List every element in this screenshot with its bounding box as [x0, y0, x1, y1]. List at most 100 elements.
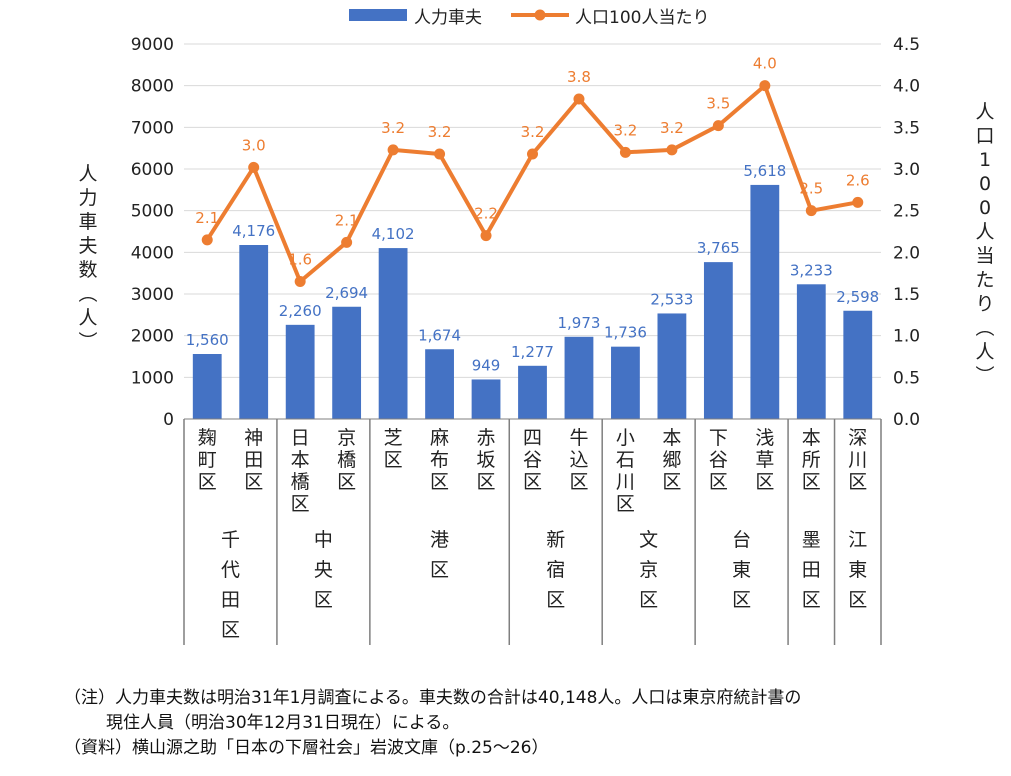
line-point [527, 148, 538, 160]
line-value-label: 1.6 [288, 251, 312, 269]
legend-bar-swatch [349, 9, 407, 21]
category-label: 神田区 [244, 427, 263, 493]
category-label: 赤坂区 [477, 427, 496, 493]
group-label: 新宿区 [546, 529, 565, 611]
bar [239, 245, 269, 419]
bar [425, 349, 454, 419]
group-label: 江東区 [848, 529, 867, 611]
line-value-label: 2.1 [195, 209, 219, 227]
category-label: 麹町区 [198, 427, 217, 493]
right-axis-title: 人口 1 0 0 人当たり︵人︶ [975, 101, 994, 387]
line-value-label: 3.2 [614, 121, 638, 139]
right-axis-tick-label: 2.0 [893, 243, 920, 263]
legend-line-marker [534, 9, 546, 21]
left-axis-tick-label: 2000 [131, 327, 174, 347]
line-point [573, 93, 585, 105]
category-label: 牛込区 [569, 427, 588, 493]
right-axis-tick-label: 3.5 [893, 118, 920, 138]
line-value-label: 2.5 [799, 180, 823, 198]
left-axis-tick-label: 5000 [131, 202, 174, 222]
group-label: 台東区 [732, 529, 751, 611]
line-point [387, 144, 399, 156]
source-line: （資料）横山源之助「日本の下層社会」岩波文庫（p.25～26） [64, 738, 549, 758]
bar [750, 184, 780, 419]
right-axis-tick-label: 0.5 [893, 368, 920, 388]
group-label: 墨田区 [802, 529, 821, 611]
footnotes: （注）人力車夫数は明治31年1月調査による。車夫数の合計は40,148人。人口は… [64, 686, 801, 761]
category-label: 浅草区 [755, 427, 774, 493]
line-value-label: 3.8 [567, 68, 591, 86]
bar-value-label: 2,694 [325, 284, 368, 302]
category-label: 四谷区 [523, 427, 542, 493]
bar-value-label: 1,973 [557, 314, 600, 332]
note-line-2: 現住人員（明治30年12月31日現在）による。 [106, 713, 460, 733]
line-point [248, 161, 260, 173]
category-label: 本郷区 [662, 427, 681, 493]
line-value-label: 3.0 [242, 136, 266, 154]
left-axis-tick-label: 3000 [131, 285, 174, 305]
line-value-label: 2.2 [474, 205, 498, 223]
line-value-label: 3.5 [706, 95, 730, 113]
bar-value-label: 2,260 [279, 302, 322, 320]
bar [285, 324, 315, 419]
line-value-label: 2.6 [846, 171, 870, 189]
right-axis-tick-label: 4.5 [893, 35, 920, 55]
bar [703, 262, 733, 419]
category-label: 下谷区 [709, 427, 728, 493]
bar-value-label: 4,176 [232, 222, 275, 240]
legend-bar-label: 人力車夫 [414, 8, 482, 28]
note-line-1: （注）人力車夫数は明治31年1月調査による。車夫数の合計は40,148人。人口は… [64, 688, 802, 708]
category-label: 小石川区 [616, 427, 635, 515]
bar-value-label: 3,765 [697, 239, 740, 257]
right-axis-tick-label: 2.5 [893, 202, 920, 222]
left-axis-tick-label: 8000 [131, 77, 174, 97]
bar-value-label: 1,736 [604, 324, 647, 342]
bar [518, 365, 547, 419]
bar-value-label: 1,560 [186, 331, 229, 349]
line-point [434, 148, 446, 160]
right-axis-tick-label: 3.0 [893, 160, 920, 180]
line-point [480, 230, 492, 242]
line-point [294, 276, 306, 287]
category-label: 京橋区 [337, 427, 356, 493]
line-point [201, 234, 213, 246]
bar-value-label: 5,618 [743, 162, 786, 180]
line-value-label: 3.2 [660, 119, 684, 137]
line-point [805, 205, 817, 217]
category-label: 深川区 [848, 427, 867, 493]
left-axis-tick-label: 6000 [131, 160, 174, 180]
group-label: 文京区 [639, 529, 658, 611]
left-axis-tick-label: 0 [163, 410, 174, 430]
category-label: 芝区 [384, 427, 403, 471]
bar [611, 346, 640, 419]
line-point [666, 144, 678, 156]
bar-value-label: 2,598 [836, 288, 879, 306]
group-label: 港区 [430, 529, 449, 581]
line-value-label: 3.2 [381, 119, 405, 137]
right-axis-tick-label: 4.0 [893, 77, 920, 97]
right-axis-tick-label: 1.0 [893, 327, 920, 347]
bar-value-label: 4,102 [372, 225, 415, 243]
bar-value-label: 949 [472, 356, 501, 374]
category-label: 麻布区 [430, 427, 449, 493]
bar-value-label: 3,233 [790, 261, 833, 279]
line-value-label: 2.1 [335, 211, 359, 229]
bar [657, 313, 687, 419]
right-axis-tick-label: 1.5 [893, 285, 920, 305]
line-value-label: 3.2 [521, 123, 545, 141]
legend-line-label: 人口100人当たり [575, 8, 709, 28]
line-value-label: 3.2 [428, 123, 452, 141]
line-point [852, 196, 864, 208]
left-axis-tick-label: 1000 [131, 368, 174, 388]
bar-value-label: 1,674 [418, 326, 461, 344]
bar [192, 354, 222, 419]
line-point [712, 120, 724, 132]
group-label: 千代田区 [221, 529, 240, 641]
left-axis-tick-label: 9000 [131, 35, 174, 55]
left-axis-title: 人力車夫数︵人︶ [78, 163, 97, 353]
bar [843, 310, 873, 419]
bar [564, 336, 594, 419]
bar [332, 306, 362, 419]
bar [378, 248, 408, 419]
category-label: 本所区 [802, 427, 821, 493]
